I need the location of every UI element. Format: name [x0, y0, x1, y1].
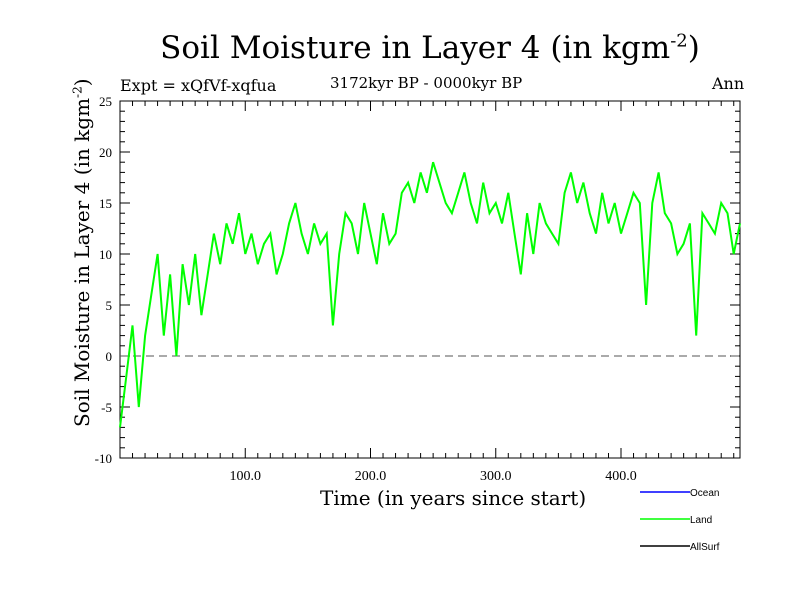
y-tick-label: 15: [99, 196, 112, 211]
x-tick-label: 200.0: [355, 469, 387, 484]
x-tick-label: 300.0: [480, 469, 512, 484]
y-tick-label: 0: [106, 349, 113, 364]
y-tick-label: -10: [95, 451, 112, 466]
land-series-line: [119, 161, 741, 428]
y-tick-label: 20: [99, 145, 112, 160]
plot-frame: [119, 100, 741, 459]
chart-subtitle: 3172kyr BP - 0000kyr BP: [330, 74, 523, 92]
legend-label-ocean: Ocean: [690, 488, 719, 499]
y-tick-label: 25: [99, 94, 112, 109]
x-tick-label: 400.0: [605, 469, 637, 484]
y-tick-label: -5: [101, 400, 112, 415]
season-label: Ann: [712, 74, 745, 93]
legend: Ocean Land AllSurf: [640, 488, 720, 553]
x-axis-label: Time (in years since start): [320, 486, 587, 510]
x-axis-ticks: 100.0 200.0 300.0 400.0: [132, 101, 735, 484]
y-tick-label: 10: [99, 247, 112, 262]
legend-label-land: Land: [690, 515, 712, 526]
x-tick-label: 100.0: [230, 469, 262, 484]
legend-label-allsurf: AllSurf: [690, 542, 720, 553]
y-tick-label: 5: [106, 298, 113, 313]
experiment-label: Expt = xQfVf-xqfua: [120, 76, 277, 95]
chart-title: Soil Moisture in Layer 4 (in kgm-2): [160, 30, 700, 66]
